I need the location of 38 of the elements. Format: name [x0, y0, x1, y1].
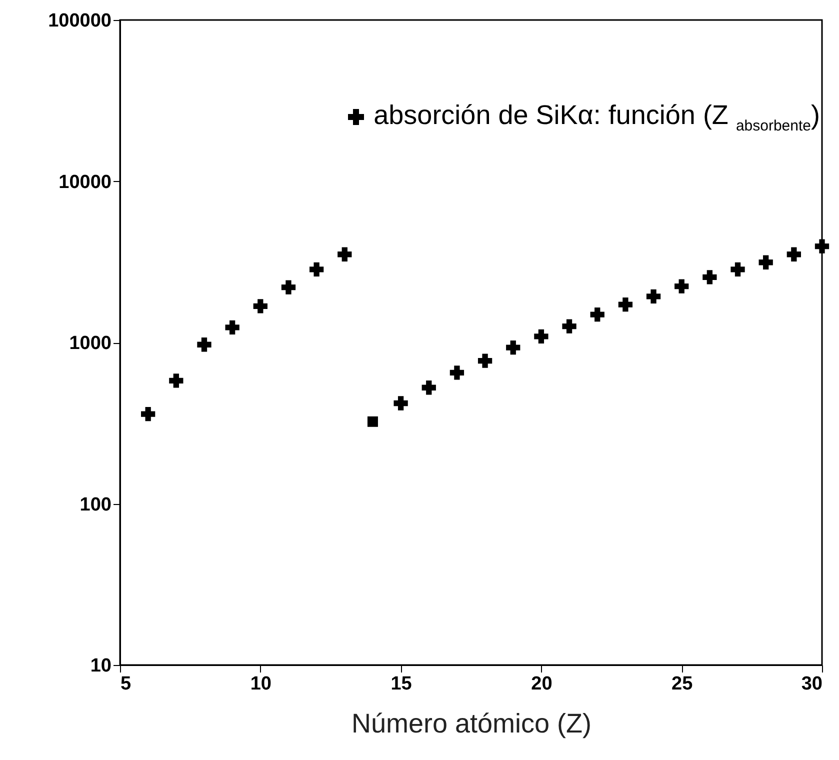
point [590, 308, 604, 322]
point [197, 338, 212, 352]
point [309, 262, 324, 276]
point [394, 396, 408, 410]
point [814, 239, 830, 254]
point [646, 289, 661, 304]
point [730, 262, 745, 276]
point [534, 329, 548, 344]
y-tick-label: 100000 [48, 10, 112, 32]
y-tick-label: 10 [90, 656, 112, 676]
point [450, 366, 464, 380]
x-tick-label: 20 [531, 674, 552, 694]
y-tick-label: 100 [80, 494, 112, 516]
point [169, 374, 184, 388]
y-tick-label: 10000 [58, 172, 112, 193]
x-axis-title: Número atómico (Z) [351, 708, 592, 738]
point [141, 406, 156, 422]
x-tick-label: 10 [250, 674, 272, 694]
point [562, 319, 576, 334]
point [758, 255, 773, 270]
point [786, 247, 801, 262]
point [422, 380, 436, 395]
point [478, 354, 492, 368]
point [674, 279, 689, 294]
point [253, 299, 268, 314]
x-tick-label: 25 [672, 674, 694, 694]
point [367, 416, 378, 427]
x-tick-label: 15 [390, 674, 412, 694]
x-tick-label: 5 [120, 674, 132, 694]
point [618, 297, 633, 312]
point [338, 247, 352, 262]
point [225, 320, 240, 335]
legend-label: absorción de SiKα: función (Z $_{absorbente}$) [374, 100, 820, 134]
point [281, 280, 296, 294]
point [506, 340, 520, 355]
x-tick-label: 30 [801, 674, 822, 694]
point [702, 270, 717, 284]
y-tick-label: 1000 [69, 333, 112, 354]
